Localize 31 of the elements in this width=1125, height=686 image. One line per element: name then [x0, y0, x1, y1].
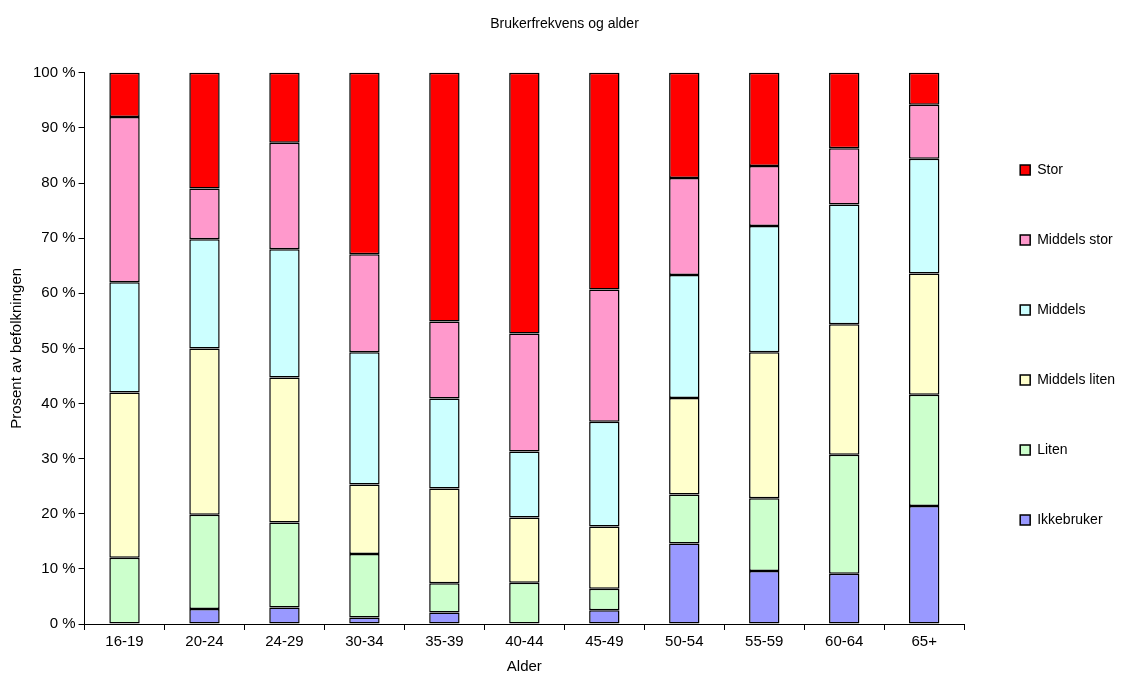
legend-label: Ikkebruker [1037, 510, 1103, 527]
y-tick-label: 80 % [41, 173, 76, 191]
x-tick-label: 35-39 [425, 632, 464, 650]
x-tick-label: 16-19 [105, 632, 144, 650]
y-tick-label: 0 % [49, 614, 76, 632]
x-tick-label: 65+ [911, 632, 938, 650]
y-tick-label: 40 % [41, 393, 76, 411]
legend-label: Middels liten [1037, 370, 1116, 387]
x-tick-label: 50-54 [665, 632, 704, 650]
y-tick-label: 30 % [41, 448, 76, 466]
y-axis-title: Prosent av befolkningen [7, 267, 25, 429]
x-tick-label: 55-59 [745, 632, 784, 650]
legend-label: Middels [1037, 300, 1086, 317]
y-tick-label: 50 % [41, 338, 76, 356]
legend-label: Stor [1037, 160, 1064, 177]
x-tick-label: 20-24 [185, 632, 224, 650]
x-tick-label: 60-64 [825, 632, 864, 650]
y-tick-label: 20 % [41, 503, 76, 521]
x-tick-label: 40-44 [505, 632, 544, 650]
y-tick-label: 10 % [41, 559, 76, 577]
y-tick-label: 70 % [41, 228, 76, 246]
legend-label: Middels stor [1037, 230, 1113, 247]
x-tick-label: 24-29 [265, 632, 304, 650]
chart-title: Brukerfrekvens og alder [490, 15, 640, 32]
legend-label: Liten [1037, 440, 1068, 457]
y-tick-label: 60 % [41, 283, 76, 301]
x-tick-label: 30-34 [345, 632, 384, 650]
y-tick-label: 90 % [41, 118, 76, 136]
x-tick-label: 45-49 [585, 632, 624, 650]
x-axis-title: Alder [506, 657, 542, 675]
y-tick-label: 100 % [32, 62, 76, 80]
